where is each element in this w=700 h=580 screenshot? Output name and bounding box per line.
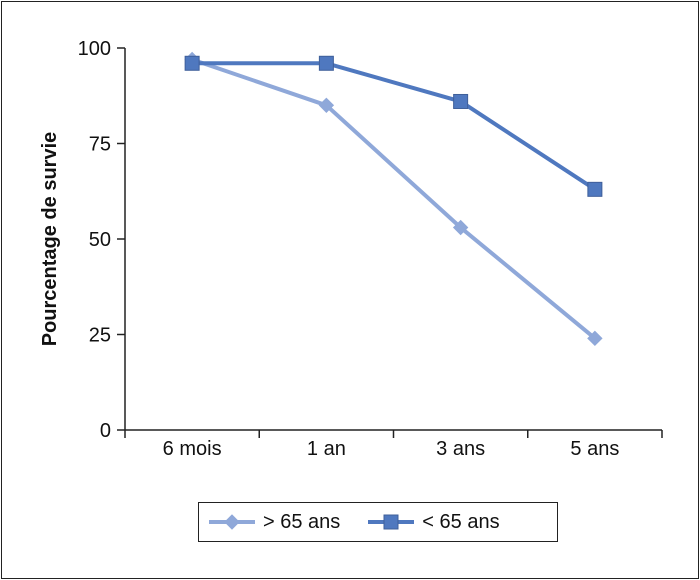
x-tick-label: 3 ans xyxy=(436,438,485,460)
legend-item: < 65 ans xyxy=(368,510,500,534)
data-point xyxy=(318,55,334,71)
series-layer xyxy=(184,51,603,347)
legend-swatch-marker xyxy=(383,514,399,530)
y-tick-label: 75 xyxy=(89,134,111,156)
y-tick-label: 0 xyxy=(100,420,111,442)
data-point xyxy=(318,97,335,114)
y-tick-label: 25 xyxy=(89,325,111,347)
x-ticks: 6 mois 1 an 3 ans 5 ans xyxy=(124,430,663,460)
legend-item: > 65 ans xyxy=(209,511,340,534)
y-axis-title: Pourcentage de survie xyxy=(39,132,61,347)
y-tick-label: 50 xyxy=(89,229,111,251)
legend-label: < 65 ans xyxy=(422,510,500,533)
data-point xyxy=(587,181,603,197)
x-tick-label: 6 mois xyxy=(163,438,222,460)
series-line xyxy=(191,57,597,340)
data-point xyxy=(587,330,603,347)
y-tick-label: 100 xyxy=(78,38,111,60)
legend-swatch xyxy=(368,514,415,530)
x-tick-label: 5 ans xyxy=(570,438,619,460)
data-point xyxy=(452,219,469,236)
legend-swatch-marker xyxy=(224,514,240,530)
data-point xyxy=(453,93,469,109)
y-ticks: 0 25 50 75 100 xyxy=(78,38,125,442)
series-line xyxy=(192,61,596,192)
data-point xyxy=(184,55,200,71)
legend-swatch xyxy=(209,514,255,530)
series-group xyxy=(184,55,603,197)
x-tick-label: 1 an xyxy=(307,438,346,460)
series-group xyxy=(184,51,603,347)
legend-label: > 65 ans xyxy=(263,510,341,533)
legend: > 65 ans < 65 ans xyxy=(198,502,558,542)
